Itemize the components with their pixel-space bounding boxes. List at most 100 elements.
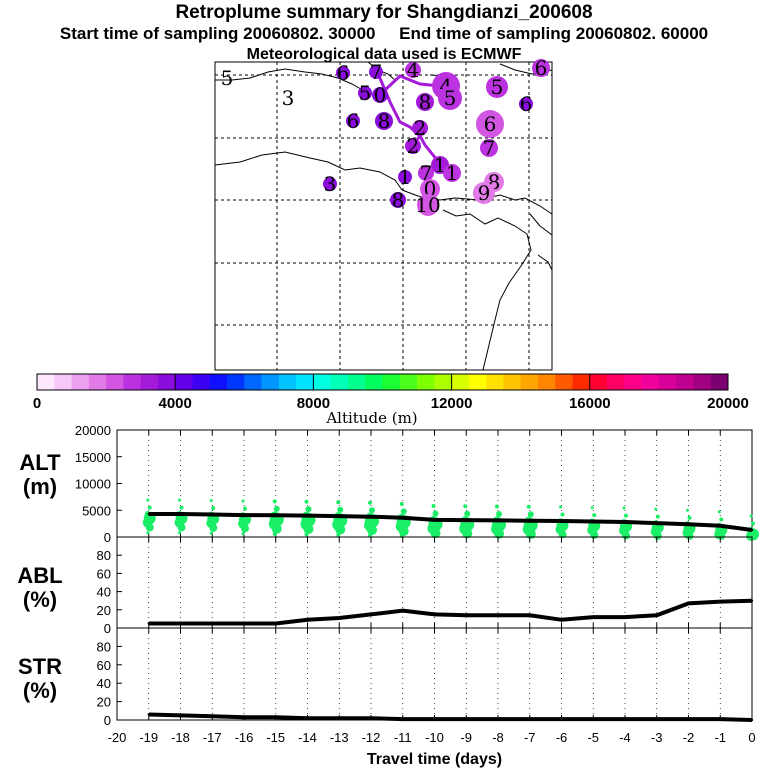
y-tick-label: 60: [97, 658, 111, 673]
altitude-spread-dot: [432, 510, 439, 517]
y-tick-label: 0: [104, 530, 111, 545]
plume-day-label: 10: [415, 193, 440, 217]
plume-centroid-dot: [438, 86, 462, 110]
colorbar-cell: [37, 374, 55, 390]
data-point: [496, 614, 500, 617]
data-point: [719, 600, 722, 603]
colorbar: 0 4000 8000 12000 16000 20000 Altitude (m): [33, 373, 749, 427]
data-point: [465, 518, 468, 522]
colorbar-cell: [365, 374, 383, 390]
data-point: [655, 717, 658, 721]
x-tick-label: -7: [524, 730, 536, 745]
data-point: [496, 717, 500, 721]
data-point: [560, 519, 563, 523]
end-time-label: End time of sampling 20060802. 60000: [399, 24, 709, 43]
data-point: [369, 716, 373, 720]
plume-centroid-dot: [405, 138, 421, 154]
altitude-spread-dot: [592, 513, 597, 518]
plume-day-label: 9: [478, 181, 491, 205]
x-tick-label: -10: [425, 730, 444, 745]
data-point: [306, 514, 309, 517]
x-tick-label: -18: [171, 730, 190, 745]
altitude-spread-dot: [655, 514, 660, 519]
panel-unit: (%): [23, 587, 57, 612]
data-point: [623, 520, 627, 524]
data-point: [242, 622, 246, 625]
plume-centroid-dot: [369, 65, 383, 79]
altitude-spread-dot: [749, 514, 753, 518]
x-tick-label: -5: [587, 730, 599, 745]
plume-day-label: 1: [399, 165, 412, 189]
colorbar-cell: [676, 374, 694, 390]
plume-centroid-dot: [375, 112, 393, 130]
data-point: [687, 522, 690, 526]
plume-centroid-dot: [390, 192, 406, 208]
altitude-spread-dot: [495, 504, 499, 509]
altitude-spread-dot: [654, 507, 658, 511]
x-tick-label: -12: [362, 730, 381, 745]
colorbar-cell: [140, 374, 159, 390]
plume-centroid-dot: [519, 97, 533, 111]
plume-centroid-dot: [336, 66, 350, 80]
data-point: [274, 514, 277, 517]
data-point: [623, 615, 627, 619]
colorbar-cell: [227, 374, 245, 390]
colorbar-cell: [313, 374, 332, 390]
altitude-spread-dot: [147, 505, 152, 510]
altitude-spread-dot: [368, 500, 372, 505]
plume-centroid-dot: [405, 62, 421, 78]
data-point: [528, 519, 531, 522]
colorbar-label: Altitude (m): [325, 409, 417, 427]
x-tick-label: -13: [330, 730, 349, 745]
data-point: [655, 521, 658, 525]
colorbar-cell: [589, 374, 608, 390]
data-point: [242, 716, 246, 719]
data-point: [211, 622, 214, 625]
y-tick-label: 80: [97, 639, 111, 654]
data-point: [750, 599, 754, 602]
plume-day-label: 1: [434, 153, 447, 177]
altitude-spread-dot: [243, 506, 247, 511]
data-point: [274, 716, 277, 719]
chart-title: Retroplume summary for Shangdianzi_20060…: [175, 2, 593, 23]
data-point: [592, 520, 595, 523]
data-point: [147, 713, 150, 716]
time-series-panels: 05000100001500020000ALT(m)020406080ABL(%…: [17, 423, 759, 768]
data-point: [433, 613, 436, 616]
altitude-spread-dot: [400, 508, 407, 515]
y-tick-label: 15000: [75, 450, 111, 465]
colorbar-cell: [88, 374, 107, 390]
plume-day-label: 5: [491, 75, 504, 99]
data-point: [560, 618, 563, 622]
plume-centroid-dot: [416, 93, 434, 111]
colorbar-tick-label: 20000: [707, 395, 749, 412]
plume-centroid-dot: [417, 194, 439, 216]
plume-day-label: 6: [535, 56, 548, 80]
plume-centroid-dot: [473, 182, 495, 204]
data-point: [528, 614, 531, 617]
colorbar-cell: [520, 374, 539, 390]
colorbar-tick-label: 12000: [431, 395, 473, 412]
colorbar-cell: [658, 374, 677, 390]
plume-day-label: 5: [221, 66, 234, 90]
x-tick-label: -15: [266, 730, 285, 745]
plume-day-label: 7: [483, 136, 496, 160]
plume-centroid-dot: [418, 165, 434, 181]
colorbar-cell: [123, 374, 142, 390]
plume-centroid-dot: [480, 139, 498, 157]
map-gridlines: [215, 62, 552, 370]
colorbar-tick-label: 8000: [297, 395, 330, 412]
data-point: [306, 618, 309, 622]
y-tick-label: 20: [97, 603, 111, 618]
altitude-spread-dot: [273, 505, 280, 512]
altitude-spread-dot: [463, 504, 468, 509]
y-tick-label: 5000: [82, 503, 111, 518]
altitude-spread-dot: [178, 498, 181, 502]
data-point: [433, 518, 436, 522]
x-tick-label: -4: [619, 730, 631, 745]
x-tick-label: -11: [394, 730, 412, 745]
